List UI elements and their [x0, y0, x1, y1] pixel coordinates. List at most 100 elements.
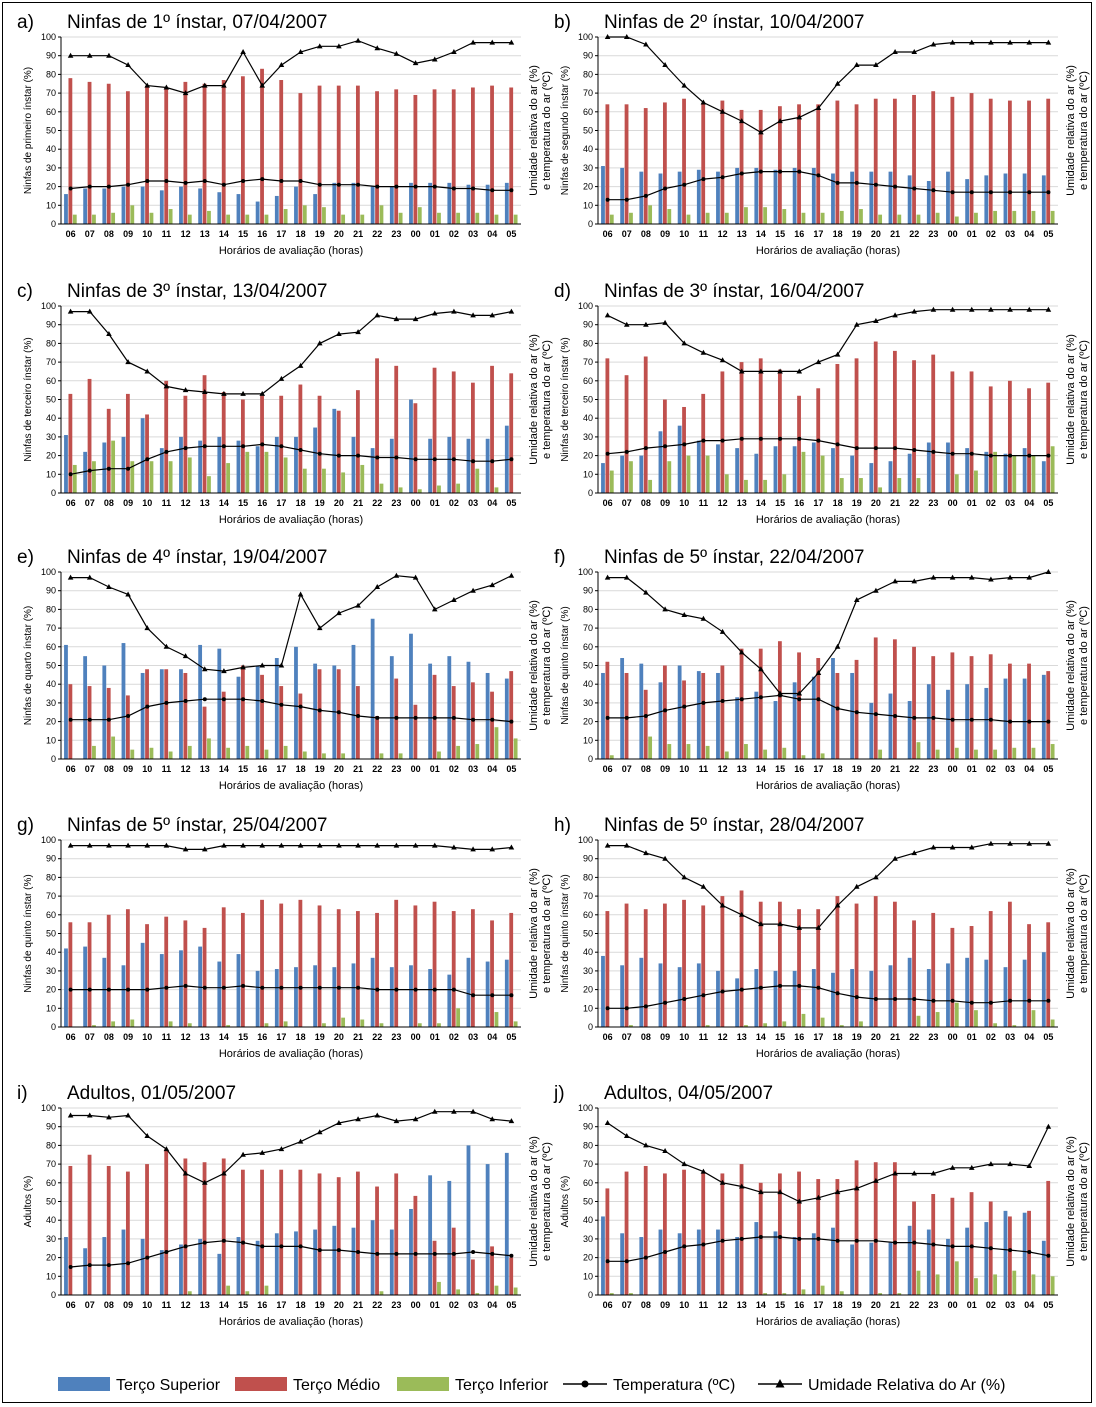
point-temperatura [490, 459, 495, 464]
bar-inferior [398, 212, 403, 224]
y-tick-label: 20 [46, 1253, 56, 1263]
point-temperatura [87, 717, 92, 722]
bar-medio [202, 375, 207, 493]
point-umidade [431, 606, 438, 612]
point-temperatura [893, 1240, 898, 1245]
bar-medio [624, 1171, 629, 1295]
bar-superior [888, 171, 893, 224]
bar-medio [624, 903, 629, 1027]
bar-superior [792, 446, 797, 493]
point-temperatura [624, 715, 629, 720]
point-umidade [67, 52, 74, 58]
bar-medio [202, 83, 207, 224]
x-tick-label: 02 [986, 229, 996, 239]
bar-inferior [1012, 747, 1017, 759]
x-tick-label: 06 [66, 1300, 76, 1310]
bar-medio [1046, 671, 1051, 759]
bar-medio [298, 693, 303, 759]
bar-medio [87, 686, 92, 759]
x-tick-label: 01 [967, 229, 977, 239]
x-tick-label: 14 [756, 1300, 766, 1310]
bar-inferior [609, 470, 614, 493]
bar-superior [466, 957, 471, 1027]
bar-medio [912, 646, 916, 759]
bar-superior [447, 974, 452, 1027]
bar-inferior [264, 214, 269, 224]
point-temperatura [164, 449, 169, 454]
point-umidade [853, 1185, 860, 1191]
x-axis-label: Horários de avaliação (horas) [219, 1316, 363, 1328]
bar-medio [835, 672, 840, 759]
x-tick-label: 10 [679, 229, 689, 239]
bar-medio [931, 656, 936, 759]
bar-medio [470, 909, 475, 1027]
bar-medio [413, 704, 418, 759]
point-temperatura [490, 188, 495, 193]
x-tick-label: 20 [334, 764, 344, 774]
charts-canvas: a) Ninfas de 1º ínstar, 07/04/20070102030… [17, 12, 1090, 1328]
point-temperatura [298, 179, 303, 183]
bar-medio [720, 665, 725, 759]
point-temperatura [375, 1251, 380, 1256]
x-tick-label: 12 [718, 1032, 728, 1042]
point-temperatura [1027, 190, 1032, 195]
y-tick-label: 20 [46, 985, 56, 995]
x-tick-label: 13 [200, 498, 210, 508]
x-tick-label: 01 [430, 498, 440, 508]
bar-superior [409, 182, 413, 224]
y-tick-label: 30 [583, 163, 593, 173]
bar-medio [432, 367, 437, 493]
x-tick-label: 02 [449, 764, 459, 774]
y-tick-label: 30 [583, 966, 593, 976]
x-tick-label: 09 [660, 764, 670, 774]
y-tick-label: 90 [46, 1122, 56, 1132]
point-temperatura [1008, 998, 1013, 1003]
bar-medio [739, 362, 744, 493]
bar-medio [490, 920, 494, 1027]
x-tick-label: 04 [487, 1032, 497, 1042]
bar-inferior [187, 1291, 192, 1295]
x-tick-label: 11 [162, 498, 172, 508]
x-tick-label: 11 [162, 764, 172, 774]
x-tick-label: 18 [296, 229, 306, 239]
point-temperatura [413, 1251, 418, 1256]
bar-superior [850, 1244, 855, 1295]
point-umidade [873, 317, 879, 323]
x-tick-label: 06 [603, 764, 613, 774]
point-temperatura [912, 448, 917, 452]
x-tick-label: 03 [468, 1300, 478, 1310]
point-umidade [489, 1116, 496, 1122]
y-tick-label: 90 [46, 586, 56, 596]
point-umidade [259, 390, 266, 396]
bar-inferior [283, 1021, 288, 1027]
x-tick-label: 05 [1043, 229, 1053, 239]
point-umidade [738, 649, 745, 655]
x-tick-label: 02 [449, 498, 459, 508]
bar-medio [451, 1227, 456, 1295]
bar-superior [121, 643, 126, 759]
bar-inferior [648, 479, 653, 493]
line-umidade [70, 575, 512, 672]
point-umidade [163, 842, 170, 848]
x-tick-label: 20 [871, 1300, 881, 1310]
bar-superior [946, 171, 950, 224]
point-umidade [1026, 1162, 1033, 1168]
bar-superior [926, 1229, 931, 1295]
bar-superior [504, 1152, 509, 1295]
bar-superior [773, 701, 778, 759]
y2-axis-label-2: e temperatura do ar (ºC) [541, 71, 553, 190]
bar-inferior [897, 478, 902, 493]
bar-inferior [993, 1023, 998, 1027]
point-umidade [182, 653, 189, 659]
bar-inferior [916, 742, 921, 759]
x-tick-label: 06 [603, 498, 613, 508]
bar-inferior [513, 214, 518, 224]
legend-label-inferior: Terço Inferior [455, 1377, 549, 1394]
bar-superior [620, 455, 625, 493]
x-tick-label: 07 [622, 1032, 632, 1042]
bar-superior [792, 1237, 797, 1295]
point-temperatura [183, 446, 188, 451]
bar-medio [394, 89, 399, 224]
x-tick-label: 06 [603, 229, 613, 239]
point-umidade [681, 612, 688, 618]
